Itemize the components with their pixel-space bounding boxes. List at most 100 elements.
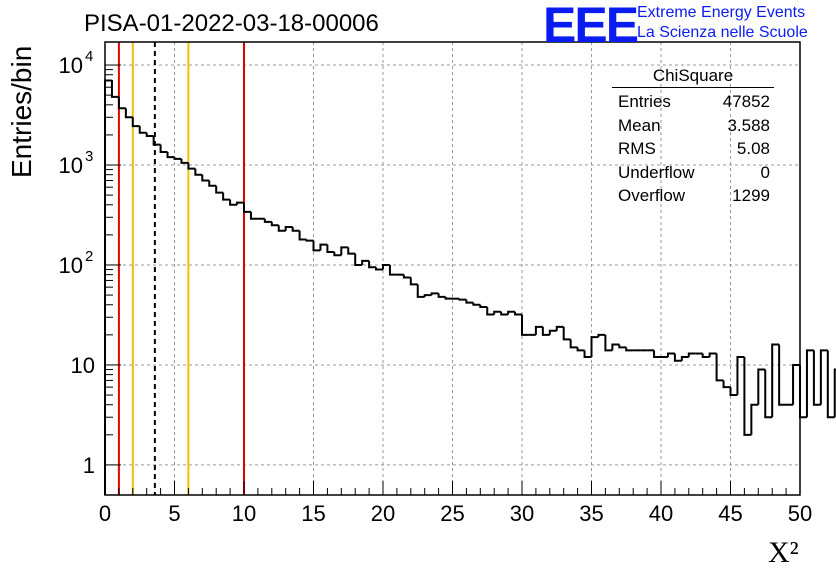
histogram-bin bbox=[750, 403, 759, 435]
histogram-bin bbox=[444, 296, 453, 300]
y-tick-exponent: 2 bbox=[85, 248, 93, 265]
x-tick-label: 0 bbox=[99, 501, 111, 526]
histogram-bin bbox=[263, 218, 272, 223]
histogram-bin bbox=[590, 336, 599, 358]
eee-logo: EEE bbox=[543, 0, 639, 53]
logo-line-2: La Scienza nelle Scuole bbox=[637, 24, 808, 41]
x-tick-label: 10 bbox=[232, 501, 256, 526]
histogram-bin bbox=[166, 151, 175, 159]
stats-label: RMS bbox=[618, 139, 656, 158]
histogram-bin bbox=[382, 263, 390, 270]
stats-row: Mean 3.588 bbox=[612, 114, 780, 138]
histogram-bin bbox=[180, 158, 189, 164]
histogram-bin bbox=[792, 363, 800, 405]
stats-row: RMS 5.08 bbox=[612, 137, 780, 161]
stats-label: Entries bbox=[618, 92, 671, 111]
histogram-bin bbox=[347, 247, 356, 255]
histogram-bin bbox=[117, 96, 126, 110]
histogram-bin bbox=[215, 185, 224, 194]
histogram-bin bbox=[333, 251, 342, 257]
histogram-bin bbox=[701, 353, 710, 359]
stats-label: Mean bbox=[618, 115, 661, 135]
histogram-bin bbox=[472, 302, 481, 306]
histogram-bin bbox=[799, 364, 807, 419]
x-tick-label: 20 bbox=[371, 501, 395, 526]
histogram-bin bbox=[611, 343, 620, 351]
x-tick-label: 30 bbox=[510, 501, 534, 526]
y-tick-exponent: 4 bbox=[85, 48, 93, 65]
histogram-series bbox=[104, 79, 836, 495]
histogram-bin bbox=[555, 325, 564, 331]
histogram-bin bbox=[270, 221, 279, 227]
histogram-bin bbox=[757, 368, 766, 405]
histogram-bin bbox=[562, 326, 571, 341]
histogram-bin bbox=[715, 353, 724, 382]
y-tick-label: 10 bbox=[59, 53, 83, 78]
histogram-bin bbox=[778, 344, 787, 406]
x-tick-label: 25 bbox=[440, 501, 464, 526]
histogram-bin bbox=[722, 380, 731, 389]
histogram-bin bbox=[597, 333, 606, 338]
histogram-bin bbox=[388, 264, 397, 276]
x-tick-label: 50 bbox=[788, 501, 812, 526]
x-tick-label: 15 bbox=[301, 501, 325, 526]
y-tick-label: 10 bbox=[59, 153, 83, 178]
histogram-bin bbox=[375, 267, 383, 271]
histogram-bin bbox=[249, 211, 258, 220]
histogram-bin bbox=[291, 226, 300, 232]
y-axis-label: Entries/bin bbox=[6, 45, 37, 178]
histogram-bin bbox=[625, 347, 634, 352]
histogram-bin bbox=[576, 347, 585, 352]
histogram-bin bbox=[305, 239, 314, 242]
x-tick-label: 45 bbox=[718, 501, 742, 526]
histogram-bin bbox=[736, 356, 745, 396]
histogram-bin bbox=[277, 225, 286, 232]
histogram-bin bbox=[507, 310, 516, 315]
x-tick-label: 35 bbox=[579, 501, 603, 526]
histogram-bin bbox=[319, 243, 328, 251]
histogram-bin bbox=[243, 202, 251, 213]
histogram-bin bbox=[764, 369, 773, 419]
histogram-bin bbox=[569, 339, 578, 349]
histogram-bin bbox=[298, 230, 307, 241]
histogram-bin bbox=[653, 350, 661, 359]
histogram-bin bbox=[548, 329, 557, 335]
histogram-bin bbox=[437, 293, 446, 298]
histogram-bin bbox=[812, 350, 821, 406]
histogram-bin bbox=[493, 310, 502, 315]
histogram-bin bbox=[131, 117, 140, 128]
y-tick-label: 10 bbox=[71, 353, 95, 378]
histogram-bin bbox=[145, 132, 154, 138]
histogram-bin bbox=[687, 352, 696, 358]
histogram-bin bbox=[500, 311, 509, 316]
stats-value: 5.08 bbox=[736, 139, 770, 158]
histogram-bin bbox=[201, 174, 210, 182]
stats-title: ChiSquare bbox=[612, 66, 774, 88]
histogram-bin bbox=[618, 344, 627, 349]
histogram-bin bbox=[458, 298, 467, 301]
stats-row: Underflow 0 bbox=[612, 161, 780, 185]
histogram-bin bbox=[521, 314, 529, 336]
histogram-bin bbox=[354, 253, 363, 266]
histogram-bin bbox=[819, 349, 828, 405]
stats-value: 1299 bbox=[732, 186, 770, 205]
histogram-bin bbox=[159, 144, 168, 153]
stats-label: Underflow bbox=[618, 162, 695, 182]
histogram-bin bbox=[138, 126, 147, 134]
histogram-bin bbox=[708, 352, 717, 358]
y-tick-label: 1 bbox=[83, 453, 95, 478]
histogram-bin bbox=[479, 304, 488, 308]
histogram-bin bbox=[326, 244, 335, 253]
histogram-bin bbox=[229, 199, 238, 206]
histogram-bin bbox=[409, 277, 418, 286]
chart-title: PISA-01-2022-03-18-00006 bbox=[84, 10, 379, 37]
histogram-bin bbox=[361, 259, 370, 265]
histogram-bin bbox=[236, 201, 244, 205]
histogram-bin bbox=[173, 157, 182, 160]
histogram-bin bbox=[368, 260, 377, 269]
y-tick-exponent: 3 bbox=[85, 148, 93, 165]
histogram-bin bbox=[222, 192, 231, 201]
histogram-bin bbox=[805, 349, 814, 418]
histogram-bin bbox=[124, 108, 133, 119]
